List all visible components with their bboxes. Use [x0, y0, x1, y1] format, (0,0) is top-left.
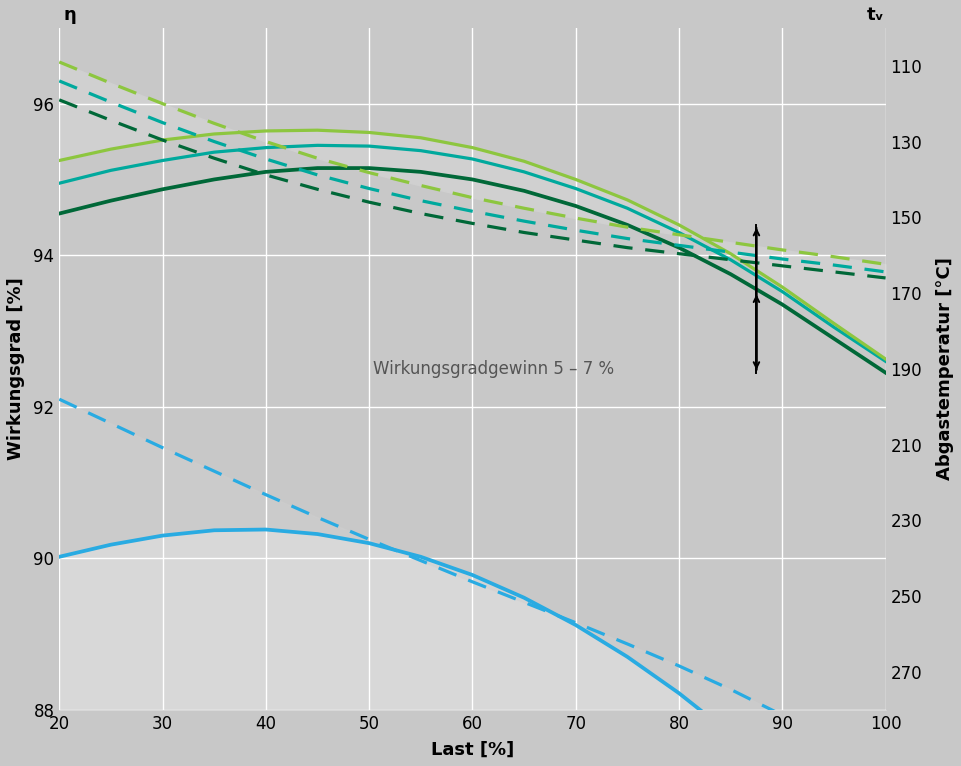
Y-axis label: Wirkungsgrad [%]: Wirkungsgrad [%] — [7, 277, 25, 460]
Text: Wirkungsgradgewinn 5 – 7 %: Wirkungsgradgewinn 5 – 7 % — [373, 360, 614, 378]
Text: tᵥ: tᵥ — [866, 6, 884, 25]
Text: η: η — [63, 6, 76, 25]
X-axis label: Last [%]: Last [%] — [431, 741, 514, 759]
Y-axis label: Abgastemperatur [°C]: Abgastemperatur [°C] — [936, 257, 954, 480]
